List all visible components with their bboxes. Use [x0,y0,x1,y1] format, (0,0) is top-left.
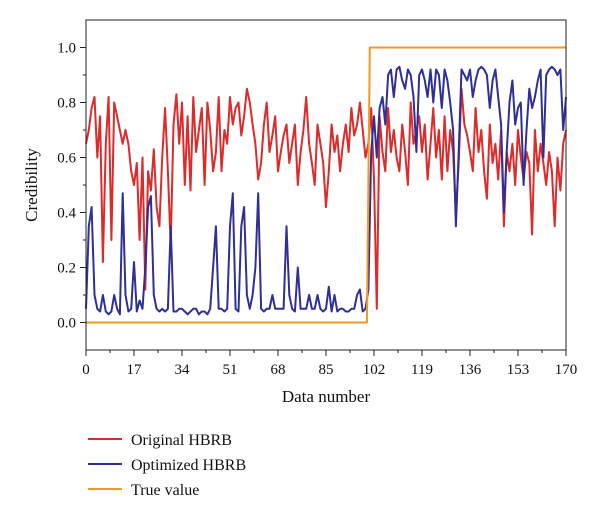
x-tick-label: 34 [175,362,191,378]
series-lines [85,46,567,324]
plot-frame [85,19,567,351]
legend-label: Original HBRB [131,432,232,449]
y-tick-label: 0.4 [57,206,76,222]
x-tick-label: 102 [363,362,386,378]
plot-area: 0 17 34 51 68 85 102 119 136 153 170 0.00.20.40.60… [57,19,577,378]
series-line-optimized-hbrb [85,65,567,316]
x-tick-label: 51 [223,362,238,378]
y-tick-label: 1.0 [57,41,76,57]
y-tick-label: 0.8 [57,96,76,112]
x-axis-title: Data number [282,387,371,406]
x-axis-ticks: 0 17 34 51 68 85 102 119 136 153 170 [82,350,577,378]
series-line-true-value [86,46,566,324]
x-tick-label: 68 [271,362,286,378]
series-line-original-hbrb [85,87,567,310]
legend: Original HBRB Optimized HBRB True value [88,432,246,499]
y-axis-title: Credibility [22,148,41,222]
y-tick-label: 0.2 [57,261,76,277]
x-tick-label: 153 [507,362,530,378]
x-tick-label: 0 [82,362,90,378]
x-tick-label: 85 [319,362,334,378]
x-tick-label: 119 [411,362,433,378]
y-tick-label: 0.6 [57,151,76,167]
legend-label: True value [131,482,199,499]
y-tick-label: 0.0 [57,316,76,332]
x-tick-label: 170 [555,362,578,378]
legend-label: Optimized HBRB [131,457,246,474]
x-tick-label: 136 [459,362,482,378]
x-tick-label: 17 [127,362,143,378]
y-axis-ticks: 0.0 0.2 0.4 0.6 0.8 1.0 [57,41,86,332]
